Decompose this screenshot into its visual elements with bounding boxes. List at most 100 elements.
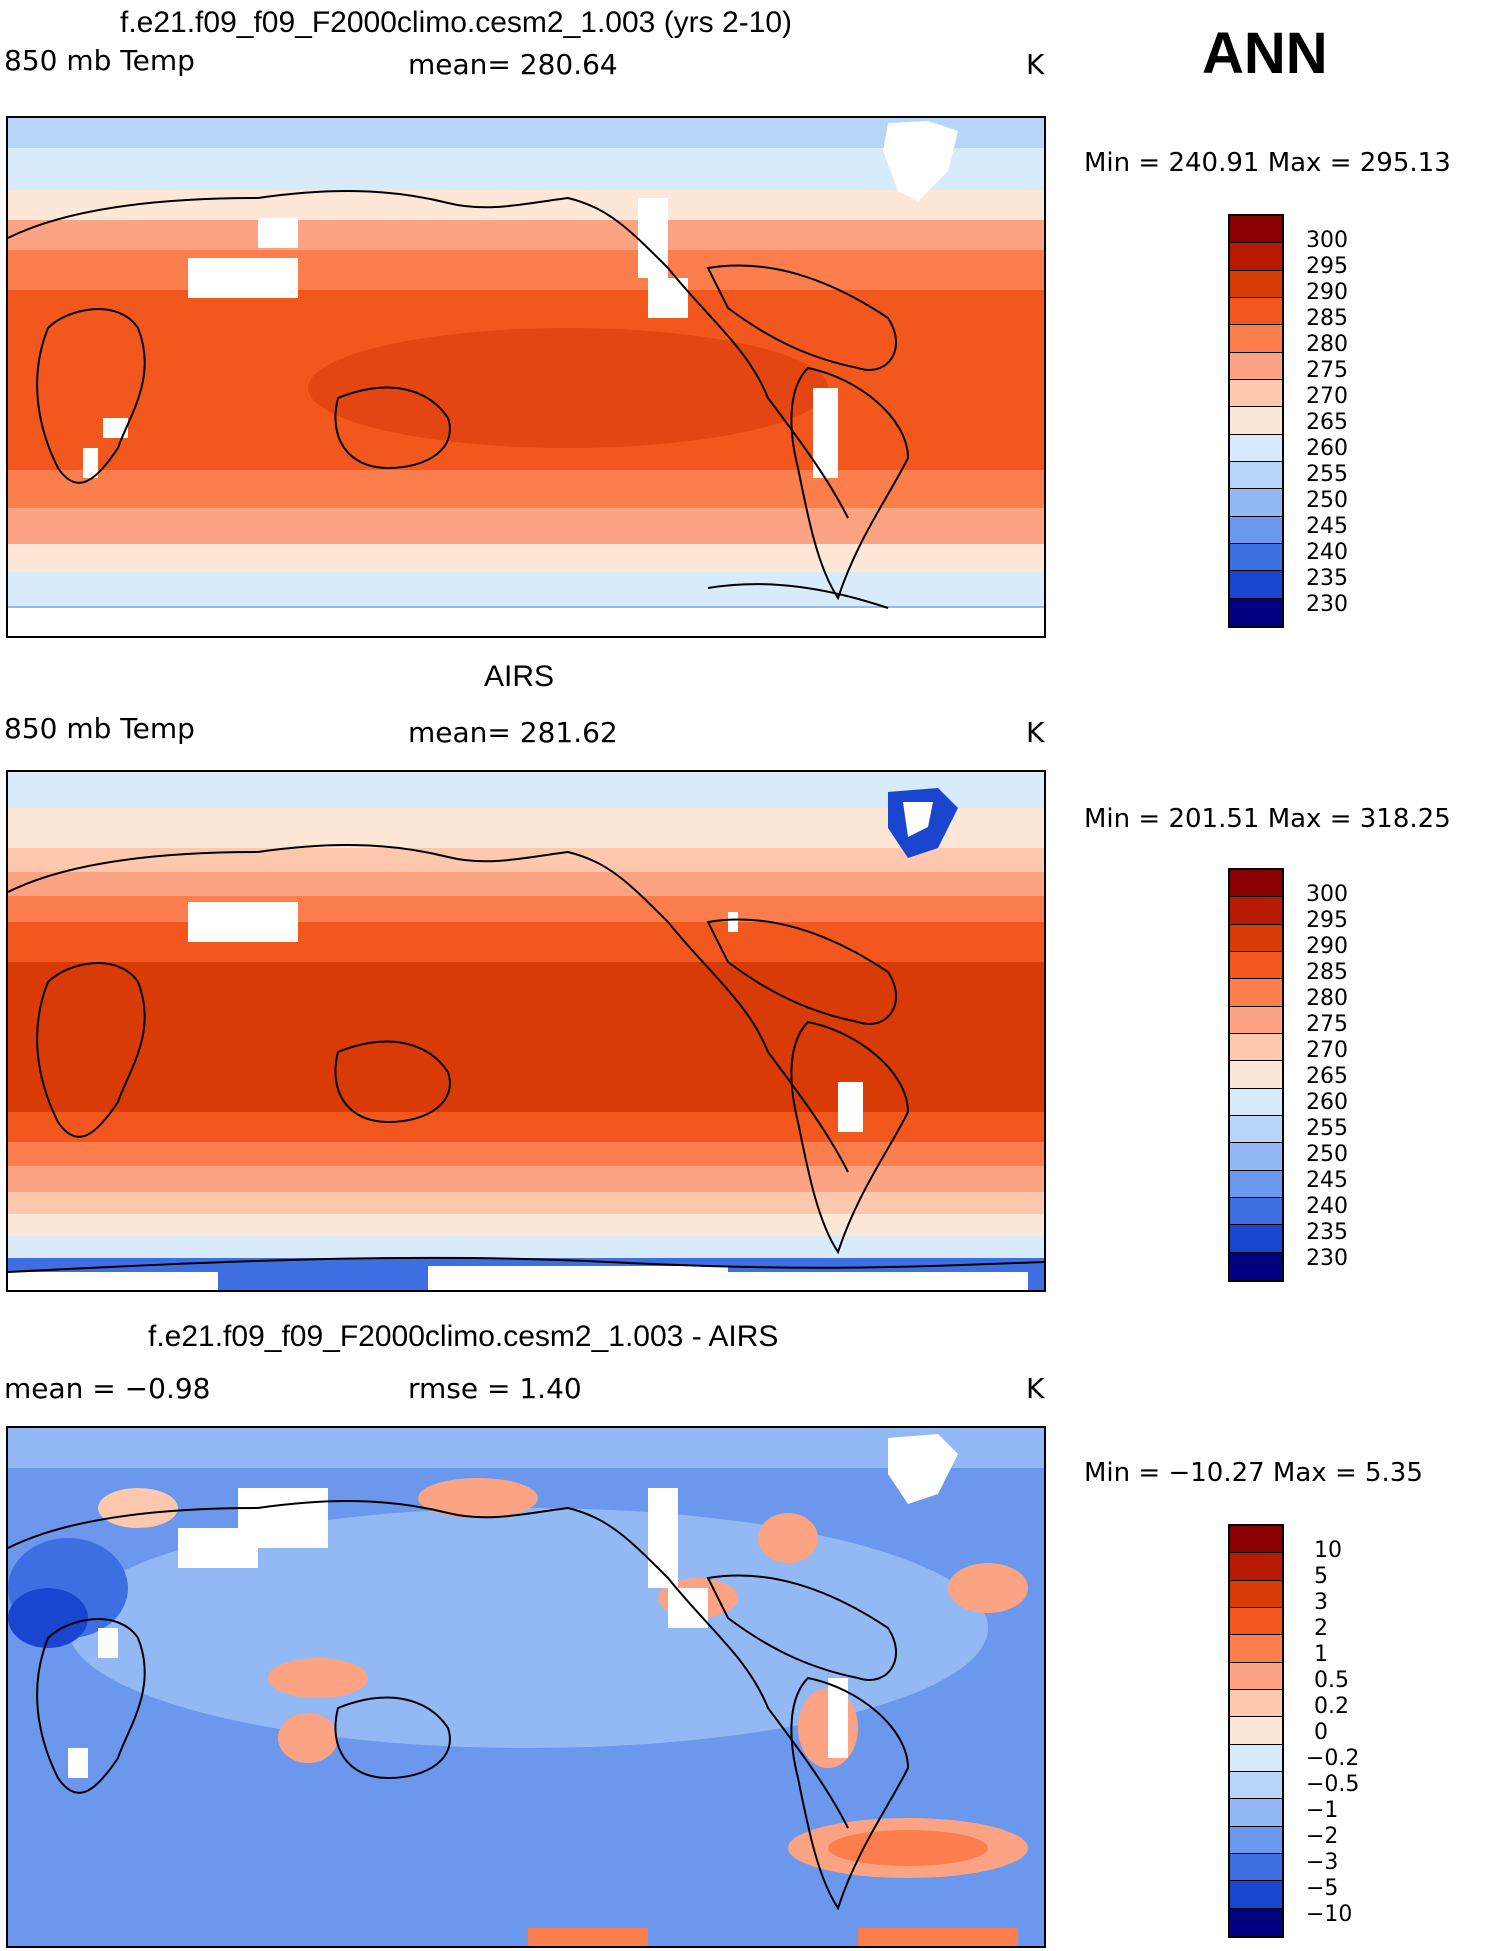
- panel2-colorbar-swatch: [1230, 1225, 1282, 1253]
- panel3-colorbar-swatch: [1230, 1607, 1282, 1636]
- panel3-minmax: Min = −10.27 Max = 5.35: [1084, 1458, 1423, 1488]
- panel1-colorbar-tick: 240: [1306, 540, 1348, 565]
- panel3-colorbar-tick: 3: [1314, 1590, 1328, 1615]
- panel2-colorbar-tick: 285: [1306, 960, 1348, 985]
- panel1-colorbar-tick: 265: [1306, 410, 1348, 435]
- panel3-colorbar-tick: −0.2: [1306, 1746, 1360, 1771]
- panel1-colorbar-tick: 295: [1306, 254, 1348, 279]
- panel1-colorbar-tick: 300: [1306, 228, 1348, 253]
- panel3-mean-label: mean = −0.98: [4, 1372, 211, 1405]
- panel1-minmax: Min = 240.91 Max = 295.13: [1084, 148, 1451, 178]
- panel3-colorbar-swatch: [1230, 1526, 1282, 1554]
- panel3-colorbar-swatch: [1230, 1689, 1282, 1718]
- panel1-colorbar-tick: 270: [1306, 384, 1348, 409]
- panel2-title: AIRS: [484, 660, 555, 693]
- panel2-colorbar-swatch: [1230, 924, 1282, 952]
- panel3-colorbar-swatch: [1230, 1553, 1282, 1581]
- panel2-colorbar-swatch: [1230, 897, 1282, 925]
- panel3-colorbar-swatch: [1230, 1853, 1282, 1882]
- panel2-colorbar-swatch: [1230, 1170, 1282, 1198]
- panel2-colorbar-swatch: [1230, 1252, 1282, 1280]
- panel1-colorbar-tick: 285: [1306, 306, 1348, 331]
- panel1-colorbar-tick: 250: [1306, 488, 1348, 513]
- panel3-colorbar-tick: 0: [1314, 1720, 1328, 1745]
- panel2-colorbar-swatch: [1230, 1088, 1282, 1116]
- panel2-colorbar-tick: 295: [1306, 908, 1348, 933]
- panel3-colorbar-tick: −2: [1306, 1824, 1339, 1849]
- panel1-variable-label: 850 mb Temp: [4, 44, 195, 77]
- panel2-colorbar-swatch: [1230, 1006, 1282, 1034]
- panel1-colorbar-tick: 280: [1306, 332, 1348, 357]
- panel3-rmse-label: rmse = 1.40: [408, 1372, 582, 1405]
- panel1-colorbar-swatch: [1230, 216, 1282, 244]
- panel2-colorbar-tick: 275: [1306, 1012, 1348, 1037]
- panel1-colorbar-swatch: [1230, 543, 1282, 572]
- panel2-colorbar-tick: 265: [1306, 1064, 1348, 1089]
- panel2-units-label: K: [1026, 716, 1045, 749]
- panel3-colorbar-tick: 2: [1314, 1616, 1328, 1641]
- panel1-colorbar-swatch: [1230, 489, 1282, 517]
- panel3-colorbar-tick: −1: [1306, 1798, 1339, 1823]
- panel2-colorbar-swatch: [1230, 951, 1282, 980]
- panel1-colorbar-swatch: [1230, 379, 1282, 408]
- panel2-map-svg: [8, 772, 1044, 1290]
- panel3-colorbar-tick: −3: [1306, 1850, 1339, 1875]
- panel2-variable-label: 850 mb Temp: [4, 712, 195, 745]
- panel1-title: f.e21.f09_f09_F2000climo.cesm2_1.003 (yr…: [120, 6, 793, 39]
- panel3-colorbar-swatch: [1230, 1881, 1282, 1909]
- panel1-colorbar-tick: 290: [1306, 280, 1348, 305]
- panel3-units-label: K: [1026, 1372, 1045, 1405]
- panel1-units-label: K: [1026, 48, 1045, 81]
- panel2-colorbar-tick: 300: [1306, 882, 1348, 907]
- panel3-colorbar-swatch: [1230, 1799, 1282, 1827]
- panel3-colorbar-swatch: [1230, 1662, 1282, 1690]
- panel3-colorbar-swatch: [1230, 1744, 1282, 1772]
- panel2-map: [6, 770, 1046, 1292]
- panel1-colorbar-tick: 235: [1306, 566, 1348, 591]
- panel3-colorbar-swatch: [1230, 1826, 1282, 1854]
- panel1-colorbar-swatch: [1230, 461, 1282, 490]
- panel1-colorbar-swatch: [1230, 270, 1282, 298]
- panel2-colorbar-swatch: [1230, 1197, 1282, 1226]
- panel2-minmax: Min = 201.51 Max = 318.25: [1084, 804, 1451, 834]
- panel3-colorbar-tick: 10: [1314, 1538, 1342, 1563]
- panel3-colorbar-tick: −0.5: [1306, 1772, 1360, 1797]
- panel1-colorbar-tick: 245: [1306, 514, 1348, 539]
- panel2-colorbar-tick: 245: [1306, 1168, 1348, 1193]
- panel1-map-svg: [8, 118, 1044, 636]
- panel1-map: [6, 116, 1046, 638]
- panel3-map: [6, 1426, 1046, 1948]
- panel2-colorbar-swatch: [1230, 1033, 1282, 1062]
- panel2-colorbar-swatch: [1230, 870, 1282, 898]
- panel1-colorbar-swatch: [1230, 598, 1282, 626]
- panel1-mean-label: mean= 280.64: [408, 48, 618, 81]
- panel1-colorbar-swatch: [1230, 325, 1282, 353]
- panel3-colorbar-swatch: [1230, 1717, 1282, 1745]
- panel3-colorbar-swatch: [1230, 1635, 1282, 1663]
- panel3-colorbar-tick: 0.5: [1314, 1668, 1349, 1693]
- panel3-colorbar-swatch: [1230, 1908, 1282, 1936]
- panel1-colorbar-swatch: [1230, 243, 1282, 271]
- panel2-colorbar-tick: 260: [1306, 1090, 1348, 1115]
- panel2-colorbar-tick: 240: [1306, 1194, 1348, 1219]
- panel1-colorbar-swatch: [1230, 407, 1282, 435]
- panel1-colorbar-tick: 260: [1306, 436, 1348, 461]
- panel2-colorbar-tick: 270: [1306, 1038, 1348, 1063]
- panel3-colorbar: [1228, 1524, 1284, 1938]
- panel3-colorbar-swatch: [1230, 1771, 1282, 1800]
- panel3-colorbar-swatch: [1230, 1580, 1282, 1608]
- panel1-colorbar: [1228, 214, 1284, 628]
- panel1-colorbar-swatch: [1230, 434, 1282, 462]
- panel2-mean-label: mean= 281.62: [408, 716, 618, 749]
- panel3-colorbar-tick: −10: [1306, 1902, 1353, 1927]
- panel2-colorbar-tick: 280: [1306, 986, 1348, 1011]
- panel2-colorbar-swatch: [1230, 1061, 1282, 1089]
- panel2-colorbar-tick: 235: [1306, 1220, 1348, 1245]
- panel3-title: f.e21.f09_f09_F2000climo.cesm2_1.003 - A…: [148, 1320, 779, 1353]
- panel2-colorbar-swatch: [1230, 979, 1282, 1007]
- panel1-colorbar-swatch: [1230, 352, 1282, 380]
- panel2-colorbar-tick: 230: [1306, 1246, 1348, 1271]
- panel2-colorbar-tick: 250: [1306, 1142, 1348, 1167]
- panel1-colorbar-tick: 230: [1306, 592, 1348, 617]
- panel1-colorbar-swatch: [1230, 516, 1282, 544]
